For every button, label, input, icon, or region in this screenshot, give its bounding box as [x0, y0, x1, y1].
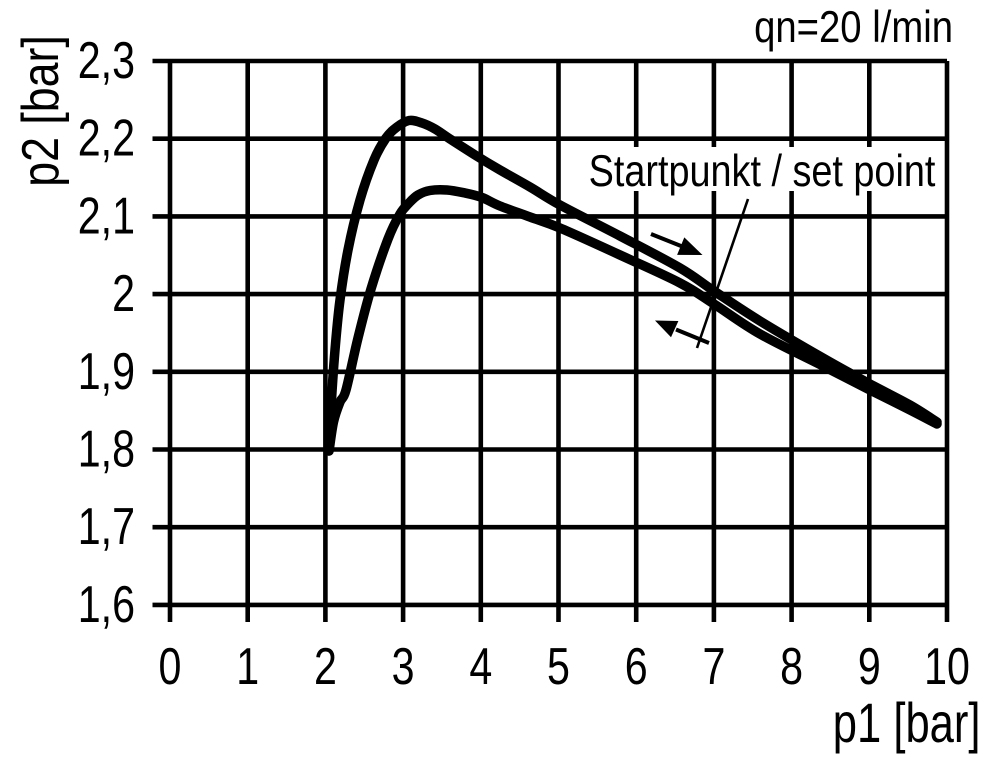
svg-text:2,3: 2,3 — [78, 32, 135, 89]
svg-text:7: 7 — [702, 638, 725, 695]
svg-text:5: 5 — [547, 638, 570, 695]
svg-text:1: 1 — [236, 638, 259, 695]
svg-text:Startpunkt / set point: Startpunkt / set point — [589, 146, 936, 196]
svg-text:8: 8 — [780, 638, 803, 695]
svg-text:qn=20 l/min: qn=20 l/min — [754, 1, 953, 51]
svg-text:2: 2 — [314, 638, 337, 695]
svg-text:2: 2 — [112, 265, 135, 322]
svg-text:6: 6 — [625, 638, 648, 695]
svg-text:1,6: 1,6 — [78, 576, 135, 633]
svg-text:2,2: 2,2 — [78, 109, 135, 166]
svg-text:0: 0 — [159, 638, 182, 695]
svg-text:p1 [bar]: p1 [bar] — [833, 692, 981, 754]
svg-text:1,9: 1,9 — [78, 342, 135, 399]
svg-text:4: 4 — [469, 638, 492, 695]
svg-text:9: 9 — [858, 638, 881, 695]
svg-text:3: 3 — [392, 638, 415, 695]
svg-text:1,8: 1,8 — [78, 420, 135, 477]
svg-text:2,1: 2,1 — [78, 187, 135, 244]
svg-text:10: 10 — [924, 638, 970, 695]
svg-text:1,7: 1,7 — [78, 498, 135, 555]
svg-text:p2 [bar]: p2 [bar] — [12, 35, 70, 187]
